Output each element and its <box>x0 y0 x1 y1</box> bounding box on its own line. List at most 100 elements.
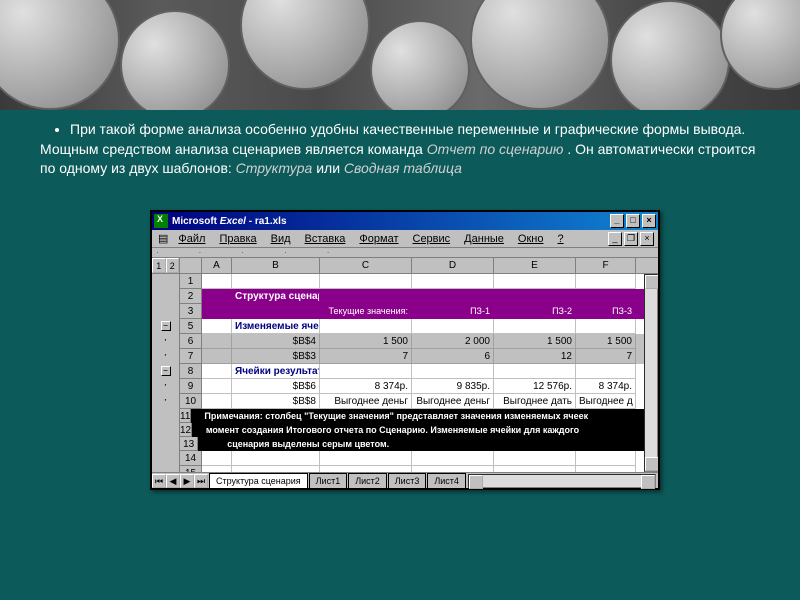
cell-B14[interactable] <box>232 451 320 466</box>
cell-F9[interactable]: 8 374р. <box>576 379 636 394</box>
cell-A12[interactable] <box>192 423 203 437</box>
outline-mark-row-9[interactable]: · <box>152 379 179 394</box>
cell-B3[interactable] <box>232 304 320 319</box>
cell-F8[interactable] <box>576 364 636 379</box>
cell-E2[interactable] <box>494 289 576 304</box>
cell-D5[interactable] <box>412 319 494 334</box>
cell-B12[interactable]: момент создания Итогового отчета по Сцен… <box>203 423 583 437</box>
cell-B11[interactable]: Примечания: столбец "Текущие значения" п… <box>201 409 592 423</box>
cell-C2[interactable] <box>320 289 412 304</box>
cell-D8[interactable] <box>412 364 494 379</box>
cell-A3[interactable] <box>202 304 232 319</box>
row-header-13[interactable]: 13 <box>180 437 198 451</box>
cell-A14[interactable] <box>202 451 232 466</box>
cell-C5[interactable] <box>320 319 412 334</box>
cell-C8[interactable] <box>320 364 412 379</box>
cell-E13[interactable] <box>539 437 608 451</box>
cell-A7[interactable] <box>202 349 232 364</box>
cell-E7[interactable]: 12 <box>494 349 576 364</box>
menu-data[interactable]: Данные <box>458 233 510 245</box>
sheet-tab-4[interactable]: Лист4 <box>427 473 466 488</box>
row-header-12[interactable]: 12 <box>180 423 192 437</box>
cell-C7[interactable]: 7 <box>320 349 412 364</box>
cell-A2[interactable] <box>202 289 232 304</box>
cell-F10[interactable]: Выгоднее д <box>576 394 636 409</box>
cell-C3[interactable]: Текущие значения: <box>320 304 412 319</box>
cell-D6[interactable]: 2 000 <box>412 334 494 349</box>
cell-D2[interactable] <box>412 289 494 304</box>
menu-edit[interactable]: Правка <box>213 233 262 245</box>
cell-F2[interactable] <box>576 289 636 304</box>
outline-level-1[interactable]: 1 <box>152 258 166 273</box>
row-header-1[interactable]: 1 <box>180 274 202 289</box>
close-button[interactable]: × <box>642 214 656 228</box>
cell-D13[interactable] <box>470 437 539 451</box>
cell-A11[interactable] <box>191 409 201 423</box>
cell-D11[interactable] <box>610 409 627 423</box>
outline-mark-row-13[interactable] <box>152 437 179 451</box>
cell-B5[interactable]: Изменяемые ячейки: <box>232 319 320 334</box>
row-header-10[interactable]: 10 <box>180 394 202 409</box>
cell-A6[interactable] <box>202 334 232 349</box>
cell-D12[interactable] <box>604 423 623 437</box>
cell-E9[interactable]: 12 576р. <box>494 379 576 394</box>
cell-F14[interactable] <box>576 451 636 466</box>
cell-C13[interactable] <box>393 437 470 451</box>
cell-F6[interactable]: 1 500 <box>576 334 636 349</box>
row-header-14[interactable]: 14 <box>180 451 202 466</box>
cell-E11[interactable] <box>627 409 644 423</box>
cell-A8[interactable] <box>202 364 232 379</box>
cell-F5[interactable] <box>576 319 636 334</box>
child-minimize-button[interactable]: _ <box>608 232 622 246</box>
cell-A13[interactable] <box>198 437 224 451</box>
cell-C12[interactable] <box>583 423 604 437</box>
menu-format[interactable]: Формат <box>353 233 404 245</box>
row-header-2[interactable]: 2 <box>180 289 202 304</box>
cell-C11[interactable] <box>592 409 610 423</box>
outline-mark-row-8[interactable]: − <box>152 364 179 379</box>
sheet-tab-3[interactable]: Лист3 <box>388 473 427 488</box>
sheet-tab-0[interactable]: Структура сценария <box>209 473 308 488</box>
cell-F15[interactable] <box>576 466 636 472</box>
outline-mark-row-2[interactable] <box>152 289 179 304</box>
outline-mark-row-14[interactable] <box>152 451 179 466</box>
cell-C9[interactable]: 8 374р. <box>320 379 412 394</box>
cell-E15[interactable] <box>494 466 576 472</box>
cell-D9[interactable]: 9 835р. <box>412 379 494 394</box>
menu-view[interactable]: Вид <box>265 233 297 245</box>
row-header-5[interactable]: 5 <box>180 319 202 334</box>
cell-C1[interactable] <box>320 274 412 289</box>
outline-mark-row-11[interactable] <box>152 409 179 423</box>
col-header-F[interactable]: F <box>576 258 636 273</box>
outline-mark-row-19[interactable] <box>152 526 179 541</box>
outline-mark-row-5[interactable]: − <box>152 319 179 334</box>
maximize-button[interactable]: □ <box>626 214 640 228</box>
cell-A1[interactable] <box>202 274 232 289</box>
cell-B13[interactable]: сценария выделены серым цветом. <box>224 437 393 451</box>
cell-E1[interactable] <box>494 274 576 289</box>
menu-tools[interactable]: Сервис <box>407 233 457 245</box>
cell-C14[interactable] <box>320 451 412 466</box>
cell-E6[interactable]: 1 500 <box>494 334 576 349</box>
cell-A9[interactable] <box>202 379 232 394</box>
cell-B7[interactable]: $B$3 <box>232 349 320 364</box>
menu-file[interactable]: Файл <box>172 233 211 245</box>
cell-D3[interactable]: ПЗ-1 <box>412 304 494 319</box>
outline-mark-row-6[interactable]: · <box>152 334 179 349</box>
cell-B10[interactable]: $B$8 <box>232 394 320 409</box>
cell-A10[interactable] <box>202 394 232 409</box>
cell-D14[interactable] <box>412 451 494 466</box>
cell-B15[interactable] <box>232 466 320 472</box>
row-header-9[interactable]: 9 <box>180 379 202 394</box>
col-header-E[interactable]: E <box>494 258 576 273</box>
cell-C6[interactable]: 1 500 <box>320 334 412 349</box>
tab-nav-first[interactable]: ⏮ <box>152 474 166 488</box>
cell-D10[interactable]: Выгоднее деньг <box>412 394 494 409</box>
menu-window[interactable]: Окно <box>512 233 550 245</box>
row-header-7[interactable]: 7 <box>180 349 202 364</box>
col-header-C[interactable]: C <box>320 258 412 273</box>
row-header-3[interactable]: 3 <box>180 304 202 319</box>
row-header-15[interactable]: 15 <box>180 466 202 472</box>
cell-C10[interactable]: Выгоднее деньг <box>320 394 412 409</box>
cell-E10[interactable]: Выгоднее дать <box>494 394 576 409</box>
